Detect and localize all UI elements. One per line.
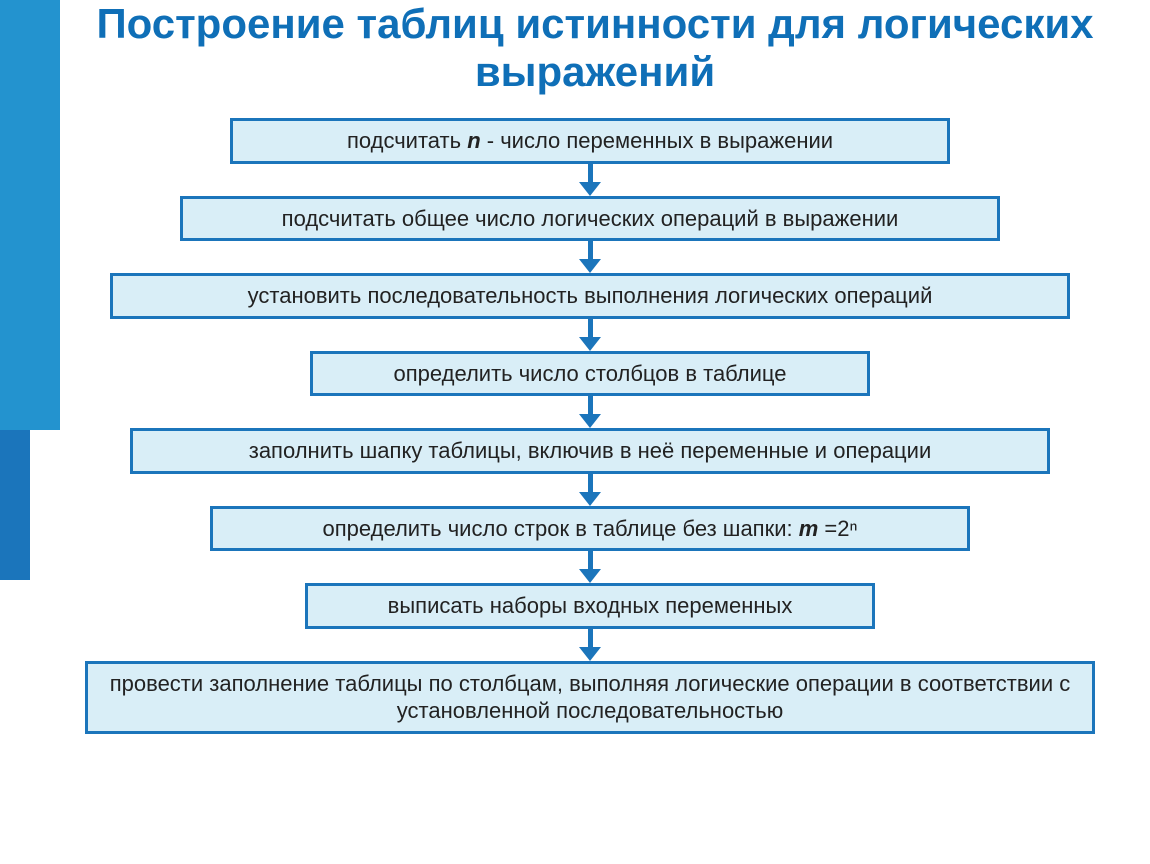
arrow-shaft xyxy=(588,474,593,492)
flow-step-2: подсчитать общее число логических операц… xyxy=(180,196,1000,242)
flow-step-text: определить число строк в таблице без шап… xyxy=(322,515,857,543)
emphasis-var: m xyxy=(799,516,819,541)
flow-step-3: установить последовательность выполнения… xyxy=(110,273,1070,319)
flow-step-text: подсчитать общее число логических операц… xyxy=(282,205,899,233)
flow-step-text: подсчитать n - число переменных в выраже… xyxy=(347,127,833,155)
arrow-down-icon xyxy=(579,164,601,196)
flow-step-text: провести заполнение таблицы по столбцам,… xyxy=(102,670,1078,725)
arrow-head xyxy=(579,414,601,428)
arrow-down-icon xyxy=(579,629,601,661)
sidebar-block-top xyxy=(0,0,60,430)
arrow-shaft xyxy=(588,164,593,182)
arrow-down-icon xyxy=(579,396,601,428)
flow-step-6: определить число строк в таблице без шап… xyxy=(210,506,970,552)
arrow-shaft xyxy=(588,551,593,569)
flow-step-8: провести заполнение таблицы по столбцам,… xyxy=(85,661,1095,734)
arrow-shaft xyxy=(588,319,593,337)
arrow-head xyxy=(579,569,601,583)
flow-step-5: заполнить шапку таблицы, включив в неё п… xyxy=(130,428,1050,474)
arrow-head xyxy=(579,647,601,661)
flow-step-text: выписать наборы входных переменных xyxy=(388,592,793,620)
arrow-down-icon xyxy=(579,319,601,351)
arrow-down-icon xyxy=(579,551,601,583)
arrow-down-icon xyxy=(579,241,601,273)
flow-step-text: определить число столбцов в таблице xyxy=(393,360,786,388)
flow-step-7: выписать наборы входных переменных xyxy=(305,583,875,629)
arrow-down-icon xyxy=(579,474,601,506)
flow-step-4: определить число столбцов в таблице xyxy=(310,351,870,397)
flow-step-text: установить последовательность выполнения… xyxy=(248,282,933,310)
flow-step-text: заполнить шапку таблицы, включив в неё п… xyxy=(249,437,932,465)
arrow-head xyxy=(579,337,601,351)
sidebar-accent xyxy=(0,0,50,864)
arrow-head xyxy=(579,259,601,273)
page-title: Построение таблиц истинности для логичес… xyxy=(90,0,1100,97)
emphasis-var: n xyxy=(467,128,480,153)
arrow-head xyxy=(579,492,601,506)
flowchart: подсчитать n - число переменных в выраже… xyxy=(60,118,1120,734)
arrow-shaft xyxy=(588,396,593,414)
sidebar-block-bottom xyxy=(0,430,30,580)
flow-step-1: подсчитать n - число переменных в выраже… xyxy=(230,118,950,164)
arrow-head xyxy=(579,182,601,196)
arrow-shaft xyxy=(588,241,593,259)
arrow-shaft xyxy=(588,629,593,647)
